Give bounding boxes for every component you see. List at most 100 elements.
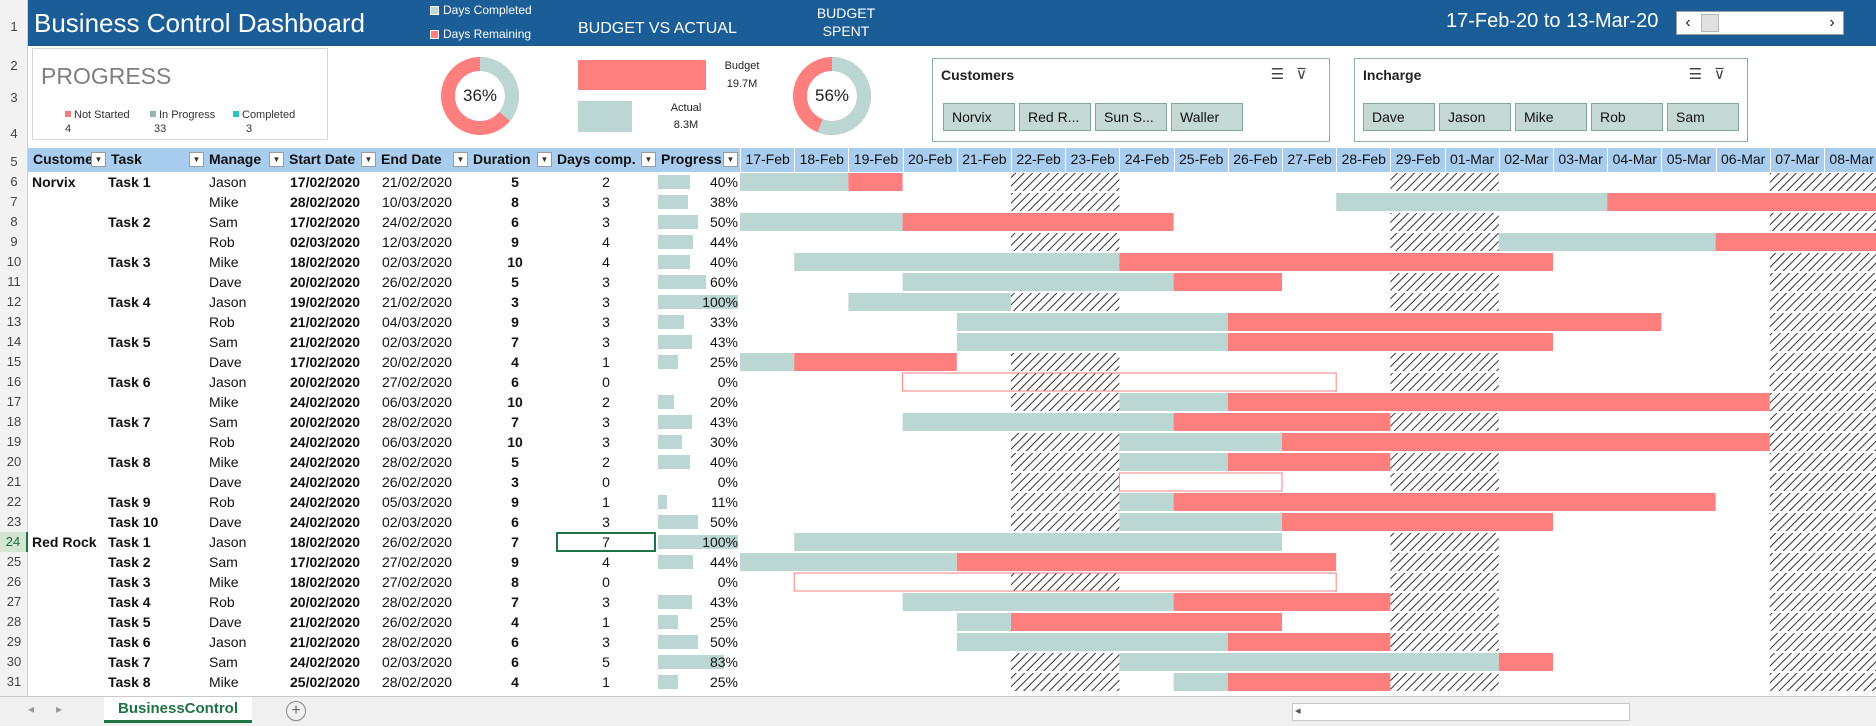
row-number[interactable]: 2 (10, 58, 18, 73)
cell-end-date[interactable]: 26/02/2020 (382, 474, 453, 490)
cell-manager[interactable]: Rob (209, 434, 235, 450)
cell-progress[interactable]: 43% (709, 594, 738, 610)
cell-start-date[interactable]: 24/02/2020 (290, 494, 361, 510)
row-number[interactable]: 31 (6, 674, 22, 689)
date-header[interactable]: 24-Feb (1119, 148, 1173, 172)
cell-task[interactable] (108, 392, 204, 412)
header-manager[interactable]: Manage ▼ (206, 148, 286, 172)
cell-progress[interactable]: 44% (709, 234, 738, 250)
cell-start-date[interactable]: 24/02/2020 (290, 654, 361, 670)
cell-task[interactable]: Task 1 (108, 534, 151, 550)
horizontal-scrollbar[interactable]: ◂ (1292, 703, 1630, 721)
filter-dropdown-icon[interactable]: ▼ (91, 152, 106, 167)
row-number[interactable]: 10 (6, 254, 22, 269)
cell-start-date[interactable]: 24/02/2020 (290, 454, 361, 470)
cell-customer[interactable] (32, 552, 108, 572)
cell-progress[interactable]: 0% (717, 574, 738, 590)
cell-start-date[interactable]: 17/02/2020 (290, 174, 361, 190)
date-header[interactable]: 23-Feb (1065, 148, 1119, 172)
header-task[interactable]: Task ▼ (108, 148, 206, 172)
cell-customer[interactable] (32, 572, 108, 592)
cell-days-completed[interactable]: 0 (602, 374, 610, 390)
cell-manager[interactable]: Dave (209, 274, 242, 290)
cell-customer[interactable] (32, 652, 108, 672)
cell-progress[interactable]: 25% (709, 614, 738, 630)
cell-task[interactable] (108, 312, 204, 332)
cell-days-completed[interactable]: 1 (602, 494, 610, 510)
row-number[interactable]: 5 (10, 154, 18, 169)
row-number[interactable]: 14 (6, 334, 22, 349)
cell-progress[interactable]: 83% (709, 654, 738, 670)
cell-duration[interactable]: 7 (511, 334, 519, 350)
cell-customer[interactable] (32, 392, 108, 412)
next-sheet-icon[interactable]: ▸ (56, 702, 63, 716)
scroll-left-icon[interactable]: ‹ (1685, 14, 1691, 31)
scroll-left-icon[interactable]: ◂ (1295, 705, 1301, 717)
cell-manager[interactable]: Mike (209, 674, 239, 690)
multi-select-icon[interactable]: ☰ (1688, 66, 1715, 83)
cell-end-date[interactable]: 26/02/2020 (382, 534, 453, 550)
cell-manager[interactable]: Sam (209, 334, 238, 350)
cell-days-completed[interactable]: 3 (602, 594, 610, 610)
cell-end-date[interactable]: 28/02/2020 (382, 414, 453, 430)
cell-duration[interactable]: 8 (511, 574, 519, 590)
filter-dropdown-icon[interactable]: ▼ (453, 152, 468, 167)
cell-start-date[interactable]: 20/02/2020 (290, 414, 361, 430)
cell-progress[interactable]: 11% (711, 494, 738, 510)
row-number[interactable]: 29 (6, 634, 22, 649)
cell-duration[interactable]: 4 (511, 674, 519, 690)
cell-progress[interactable]: 44% (709, 554, 738, 570)
cell-days-completed[interactable]: 4 (602, 254, 610, 270)
cell-customer[interactable] (32, 312, 108, 332)
slicer-item-sam[interactable]: Sam (1667, 103, 1739, 131)
cell-customer[interactable] (32, 612, 108, 632)
cell-manager[interactable]: Rob (209, 594, 235, 610)
cell-start-date[interactable]: 21/02/2020 (290, 634, 361, 650)
prev-sheet-icon[interactable]: ◂ (28, 702, 35, 716)
cell-start-date[interactable]: 24/02/2020 (290, 474, 361, 490)
cell-progress[interactable]: 50% (709, 634, 738, 650)
row-number[interactable]: 4 (10, 126, 18, 141)
cell-manager[interactable]: Jason (209, 374, 247, 390)
clear-filter-icon[interactable]: ⊽ (1296, 66, 1319, 83)
cell-start-date[interactable]: 21/02/2020 (290, 334, 361, 350)
cell-end-date[interactable]: 10/03/2020 (382, 194, 453, 210)
cell-manager[interactable]: Dave (209, 474, 242, 490)
date-header[interactable]: 28-Feb (1336, 148, 1390, 172)
cell-duration[interactable]: 3 (511, 294, 519, 310)
cell-start-date[interactable]: 17/02/2020 (290, 554, 361, 570)
date-header[interactable]: 18-Feb (794, 148, 848, 172)
cell-start-date[interactable]: 21/02/2020 (290, 614, 361, 630)
row-number[interactable]: 6 (10, 174, 18, 189)
cell-task[interactable]: Task 8 (108, 674, 151, 690)
cell-manager[interactable]: Sam (209, 214, 238, 230)
cell-start-date[interactable]: 20/02/2020 (290, 274, 361, 290)
cell-duration[interactable]: 10 (507, 254, 523, 270)
cell-start-date[interactable]: 19/02/2020 (290, 294, 361, 310)
cell-days-completed[interactable]: 3 (602, 194, 610, 210)
cell-customer[interactable] (32, 332, 108, 352)
cell-days-completed[interactable]: 3 (602, 634, 610, 650)
date-header[interactable]: 08-Mar (1824, 148, 1876, 172)
date-header[interactable]: 05-Mar (1661, 148, 1715, 172)
cell-progress[interactable]: 43% (709, 334, 738, 350)
cell-days-completed[interactable]: 3 (602, 414, 610, 430)
cell-end-date[interactable]: 02/03/2020 (382, 654, 453, 670)
row-number[interactable]: 17 (6, 394, 22, 409)
cell-task[interactable]: Task 10 (108, 514, 159, 530)
cell-task[interactable]: Task 5 (108, 334, 151, 350)
cell-progress[interactable]: 0% (717, 374, 738, 390)
row-number[interactable]: 22 (6, 494, 22, 509)
cell-days-completed[interactable]: 4 (602, 234, 610, 250)
row-number[interactable]: 16 (6, 374, 22, 389)
clear-filter-icon[interactable]: ⊽ (1714, 66, 1737, 83)
cell-end-date[interactable]: 21/02/2020 (382, 294, 453, 310)
cell-duration[interactable]: 9 (511, 314, 519, 330)
cell-progress[interactable]: 38% (709, 194, 738, 210)
cell-task[interactable] (108, 272, 204, 292)
cell-customer[interactable] (32, 512, 108, 532)
cell-progress[interactable]: 43% (709, 414, 738, 430)
cell-start-date[interactable]: 17/02/2020 (290, 214, 361, 230)
multi-select-icon[interactable]: ☰ (1270, 66, 1297, 83)
cell-manager[interactable]: Mike (209, 394, 239, 410)
